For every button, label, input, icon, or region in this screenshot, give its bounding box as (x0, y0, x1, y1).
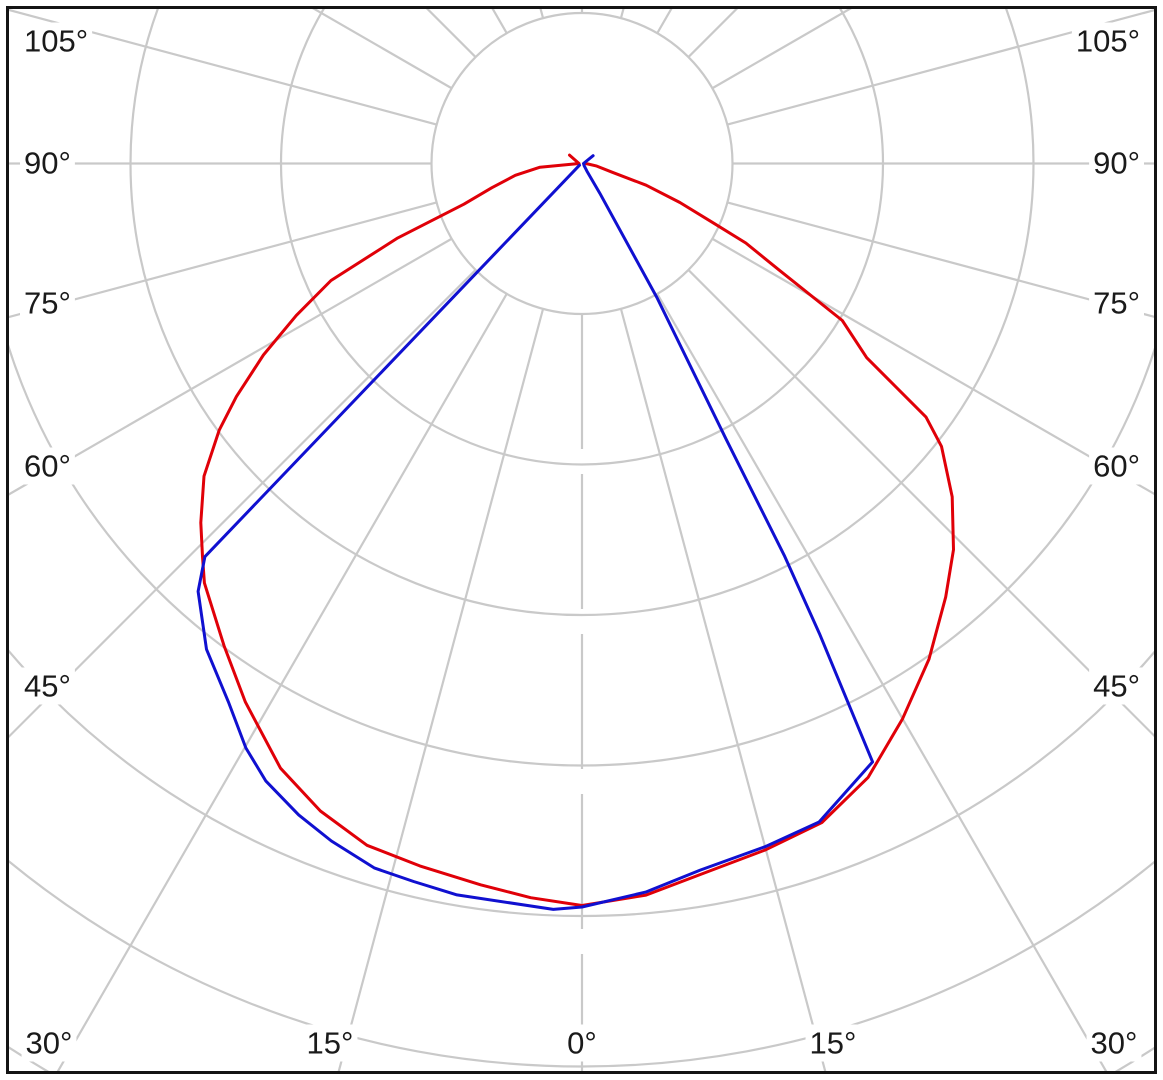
angle-label-right: 90° (1093, 146, 1140, 181)
grid-spoke (9, 269, 477, 739)
angle-label-backing (1071, 22, 1144, 60)
grid-spoke (727, 201, 1154, 318)
angle-label-backing (1089, 284, 1144, 322)
plot-border (6, 6, 1157, 1074)
angle-label-backing (20, 144, 75, 182)
angle-label-right: 105° (1076, 24, 1140, 59)
angle-label-backing (20, 447, 75, 485)
angle-label-bottom: 15° (810, 1026, 857, 1061)
grid-spoke (619, 308, 827, 1071)
angle-label-left: 105° (24, 24, 88, 59)
angle-label-backing (20, 667, 75, 705)
intensity-curve-red (199, 153, 955, 907)
grid-spoke (687, 269, 1154, 738)
angle-label-right: 60° (1093, 449, 1140, 484)
angle-label-backing (1089, 667, 1144, 705)
intensity-curve-blue (196, 154, 875, 911)
angle-label-bottom: 30° (26, 1026, 73, 1061)
grid-spoke (9, 237, 453, 496)
angle-label-backing (21, 1024, 77, 1062)
angle-label-left: 90° (24, 146, 71, 181)
angle-label-backing (1089, 144, 1144, 182)
angle-label-backing (302, 1024, 358, 1062)
angle-label-bottom: 30° (1091, 1026, 1138, 1061)
angle-label-left: 60° (24, 449, 71, 484)
grid-spoke (711, 237, 1154, 496)
angle-label-backing (1086, 1024, 1142, 1062)
grid-spoke (727, 9, 1154, 126)
angle-label-backing (20, 284, 75, 322)
grid-spoke (656, 293, 1108, 1071)
angle-label-left: 45° (24, 669, 71, 704)
grid-spoke (9, 201, 437, 319)
angle-label-backing (805, 1024, 861, 1062)
angle-label-bottom: 15° (307, 1026, 354, 1061)
angle-label-backing (1089, 447, 1144, 485)
angle-label-backing (563, 1024, 601, 1062)
angle-label-right: 75° (1093, 286, 1140, 321)
angle-label-left: 75° (24, 286, 71, 321)
angle-label-bottom: 0° (567, 1026, 597, 1061)
angle-label-right: 45° (1093, 669, 1140, 704)
grid-spoke (337, 308, 545, 1071)
grid-spoke (9, 9, 437, 126)
angle-label-backing (20, 22, 93, 60)
grid-spoke (56, 293, 508, 1071)
